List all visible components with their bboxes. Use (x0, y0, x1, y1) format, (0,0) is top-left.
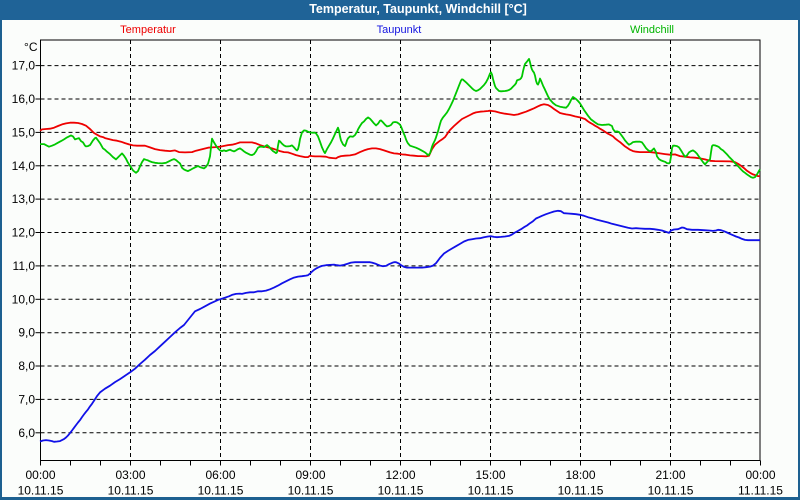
svg-text:10.11.15: 10.11.15 (378, 484, 424, 498)
svg-text:00:00: 00:00 (25, 468, 55, 482)
svg-text:10.11.15: 10.11.15 (108, 484, 154, 498)
svg-text:17,0: 17,0 (12, 59, 36, 73)
svg-text:03:00: 03:00 (115, 468, 145, 482)
svg-text:09:00: 09:00 (295, 468, 325, 482)
svg-text:06:00: 06:00 (205, 468, 235, 482)
svg-text:10.11.15: 10.11.15 (558, 484, 604, 498)
svg-text:15,0: 15,0 (12, 125, 36, 139)
svg-text:9,0: 9,0 (18, 326, 35, 340)
svg-text:11.11.15: 11.11.15 (738, 484, 783, 498)
svg-text:13,0: 13,0 (12, 192, 36, 206)
svg-text:21:00: 21:00 (655, 468, 685, 482)
svg-text:11,0: 11,0 (13, 259, 36, 273)
svg-text:10.11.15: 10.11.15 (18, 484, 64, 498)
svg-text:14,0: 14,0 (12, 159, 36, 173)
svg-text:16,0: 16,0 (12, 92, 36, 106)
svg-text:18:00: 18:00 (565, 468, 595, 482)
svg-text:10.11.15: 10.11.15 (468, 484, 514, 498)
svg-text:12:00: 12:00 (385, 468, 415, 482)
svg-text:10,0: 10,0 (12, 292, 36, 306)
svg-text:10.11.15: 10.11.15 (198, 484, 244, 498)
svg-text:8,0: 8,0 (18, 359, 35, 373)
svg-text:°C: °C (24, 40, 38, 54)
svg-text:6,0: 6,0 (18, 426, 35, 440)
svg-text:00:00: 00:00 (745, 468, 775, 482)
svg-text:15:00: 15:00 (475, 468, 505, 482)
svg-text:7,0: 7,0 (18, 392, 35, 406)
svg-text:10.11.15: 10.11.15 (648, 484, 694, 498)
svg-text:10.11.15: 10.11.15 (288, 484, 334, 498)
svg-text:12,0: 12,0 (12, 226, 36, 240)
